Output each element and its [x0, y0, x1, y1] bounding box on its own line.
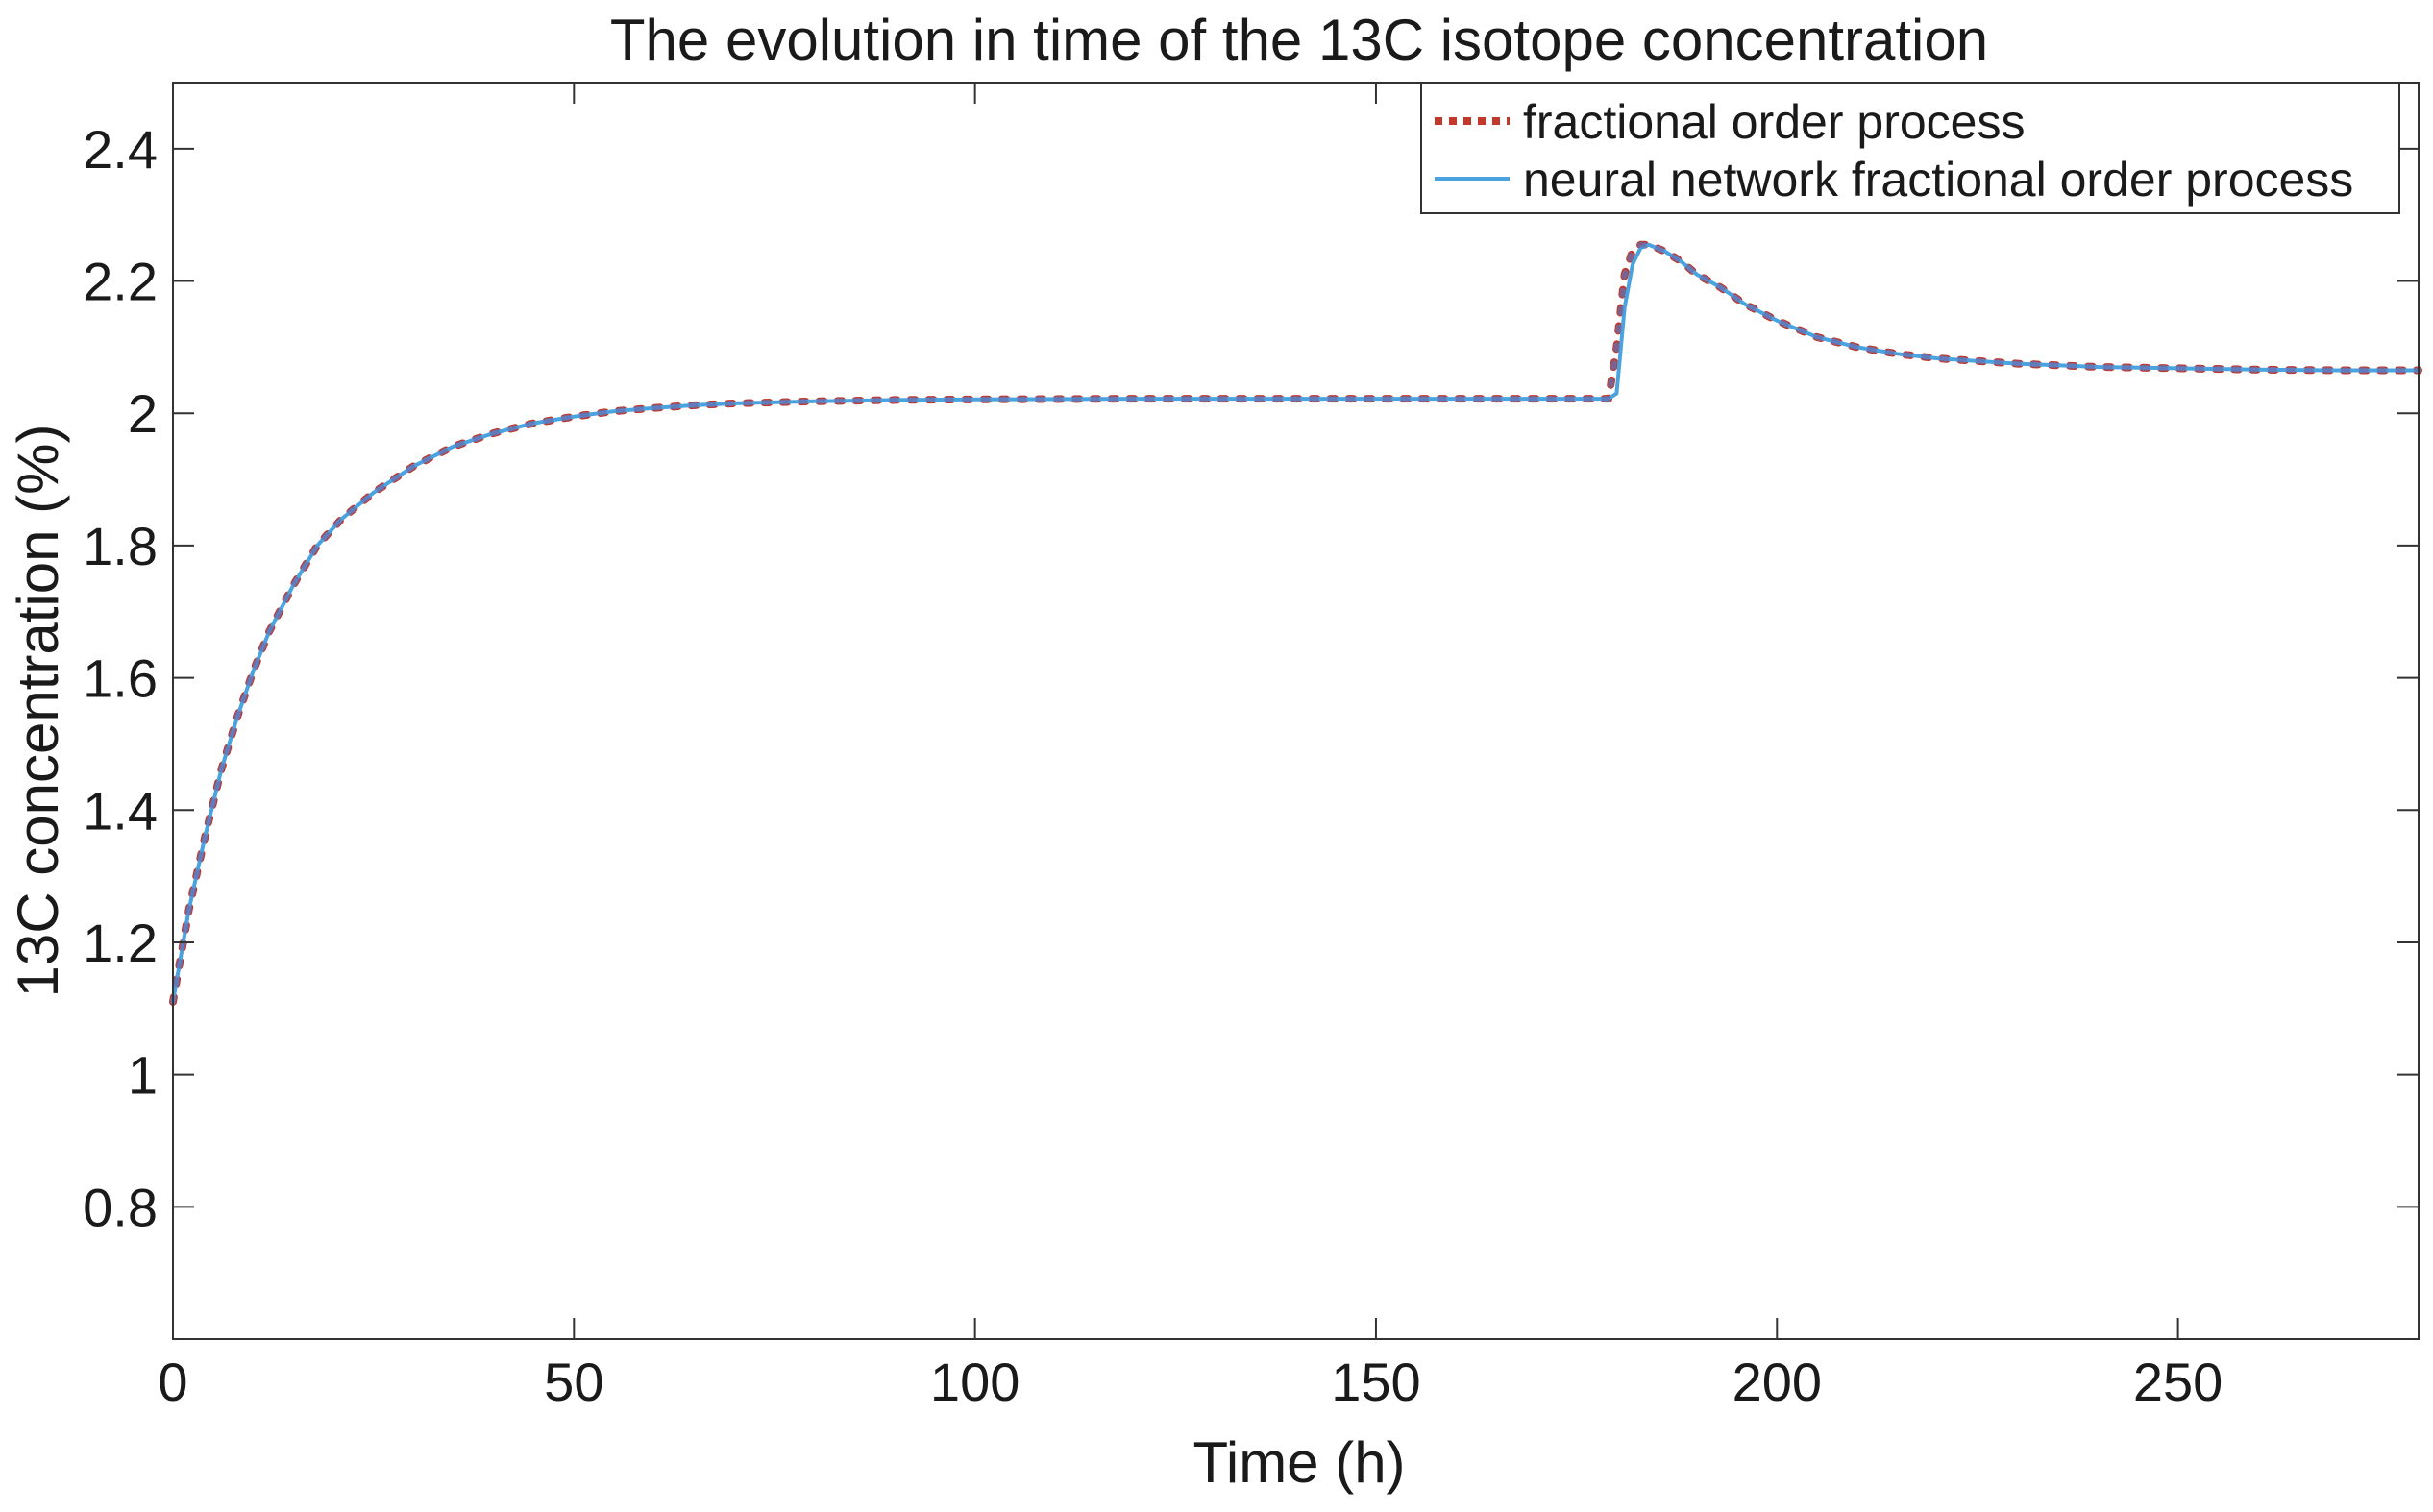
chart-title: The evolution in time of the 13C isotope…: [610, 8, 1988, 72]
y-tick-label: 2.2: [83, 252, 158, 312]
plot-area: [169, 240, 2422, 1006]
y-tick-label: 1: [128, 1045, 158, 1106]
y-tick-label: 0.8: [83, 1177, 158, 1237]
x-tick-label: 200: [1733, 1352, 1822, 1412]
plot-frame: [172, 82, 2420, 1340]
y-tick-label: 1.2: [83, 913, 158, 973]
y-tick-label: 1.8: [83, 516, 158, 576]
x-tick-label: 150: [1331, 1352, 1420, 1412]
y-tick-label: 2: [128, 383, 158, 444]
axes: 0 50 100 150 200 250 0.8 1 1.2 1.4 1.6 1.8 2 2.2 2.4: [83, 82, 2420, 1412]
y-axis-title: 13C concentration (%): [6, 425, 70, 998]
x-tick-label: 50: [544, 1352, 603, 1412]
legend-label-fractional-order: fractional order process: [1523, 95, 2025, 149]
legend-label-neural-network: neural network fractional order process: [1523, 153, 2353, 207]
legend: fractional order process neural network …: [1420, 82, 2400, 214]
x-tick-label: 250: [2133, 1352, 2223, 1412]
y-tick-label: 2.4: [83, 119, 158, 180]
legend-box: [1420, 82, 2400, 214]
y-tick-label: 1.4: [83, 780, 158, 841]
series-overlap-dots: [170, 241, 2421, 1005]
x-tick-label: 100: [930, 1352, 1020, 1412]
y-tick-label: 1.6: [83, 648, 158, 709]
x-axis-title: Time (h): [1192, 1430, 1405, 1495]
x-tick-label: 0: [158, 1352, 187, 1412]
